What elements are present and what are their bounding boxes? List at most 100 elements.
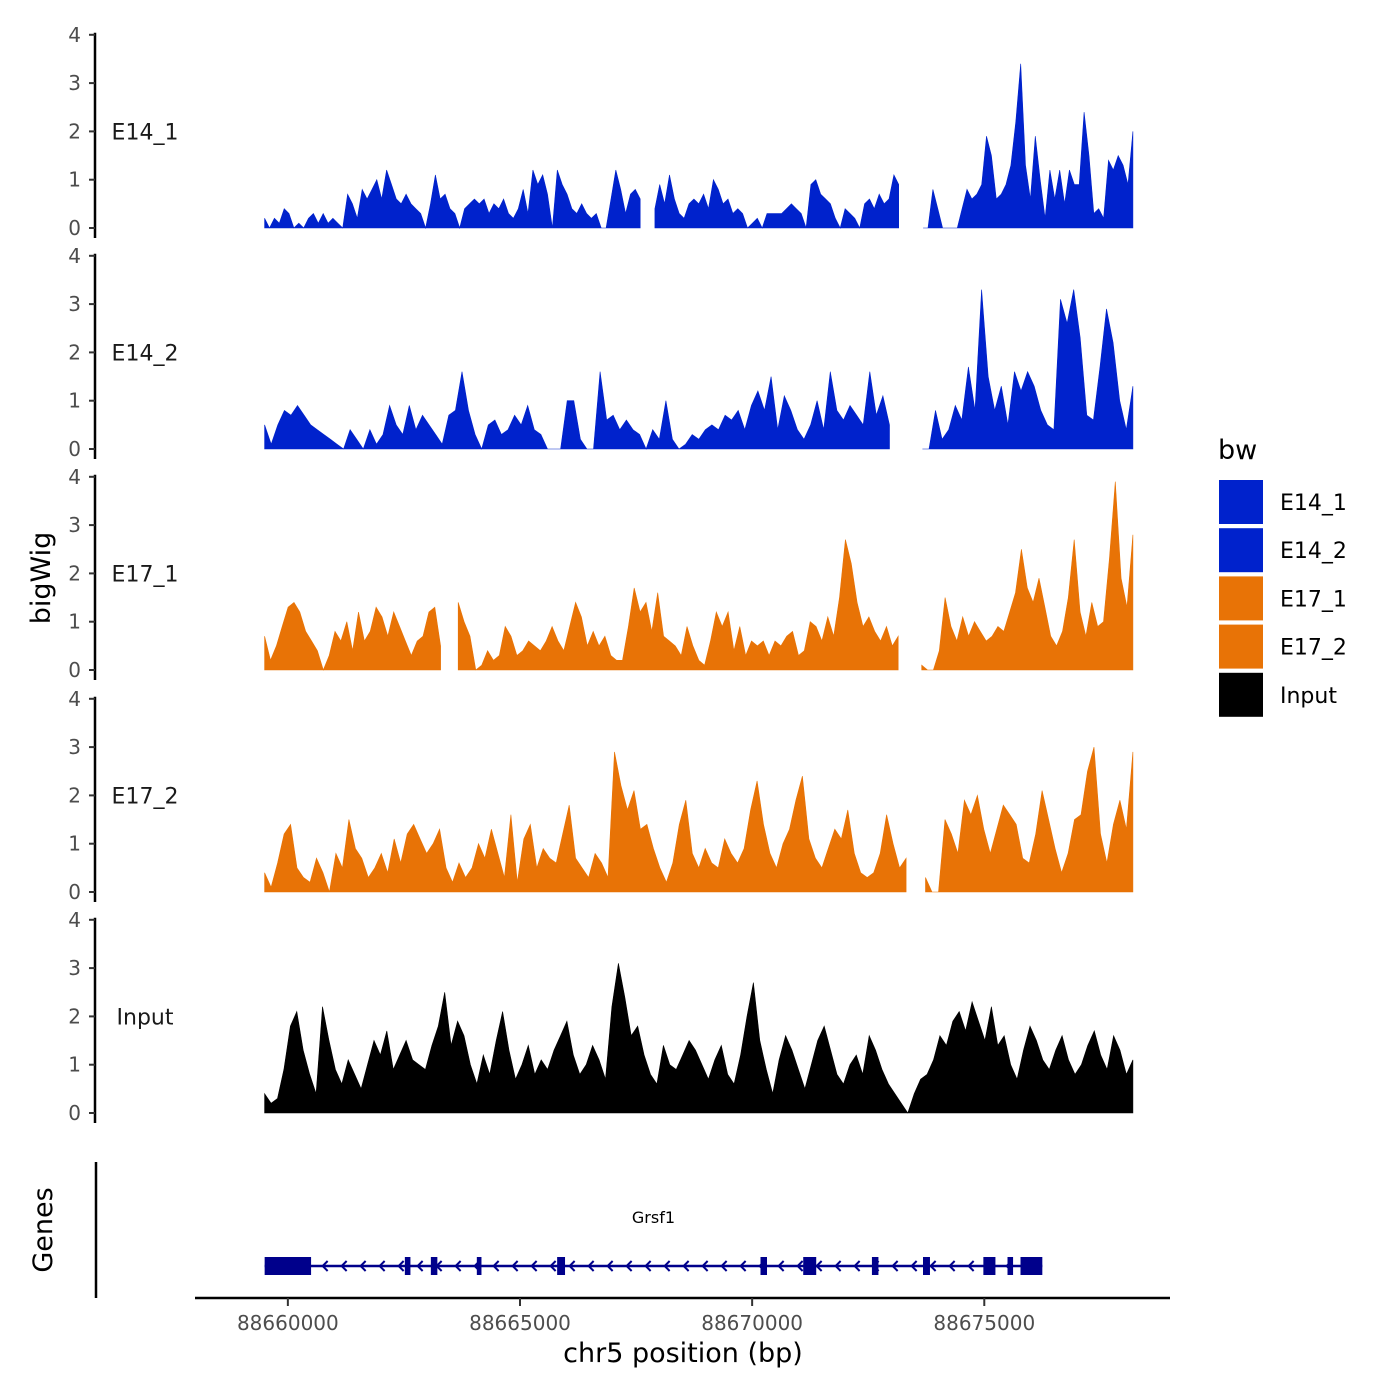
strand-arrow	[663, 1260, 671, 1272]
exon	[760, 1257, 767, 1275]
strand-arrow	[644, 1260, 652, 1272]
legend-swatch	[1219, 576, 1263, 621]
legend-swatch	[1219, 528, 1263, 573]
y-tick-label: 4	[68, 687, 81, 711]
exon	[871, 1257, 879, 1275]
strand-arrow	[416, 1260, 424, 1272]
track-e17-2: 0 1 2 3 4 E17_2	[68, 687, 1134, 904]
legend-entry: Input	[1219, 672, 1337, 717]
coverage-area	[264, 371, 890, 450]
y-tick-label: 1	[68, 610, 81, 634]
x-axis: 88660000 88665000 88670000 88675000 chr5 po…	[195, 1296, 1170, 1369]
strand-arrow	[701, 1260, 709, 1272]
legend-title: bw	[1218, 435, 1257, 466]
y-tick-label: 2	[68, 119, 81, 143]
y-tick-label: 2	[68, 340, 81, 364]
track-e14-2: 0 1 2 3 4 E14_2	[68, 244, 1134, 461]
y-tick-label: 3	[68, 513, 81, 537]
coverage-area	[923, 63, 1134, 229]
legend-label: E14_2	[1280, 539, 1347, 564]
y-tick-label: 0	[68, 1101, 81, 1125]
strand-arrow	[739, 1260, 747, 1272]
track-label: E17_1	[112, 562, 179, 587]
gene-label: Grsf1	[632, 1208, 675, 1227]
y-axis-title: bigWig	[26, 532, 57, 625]
y-tick-label: 4	[68, 908, 81, 932]
coverage-area	[922, 289, 1134, 450]
exon	[1020, 1257, 1043, 1275]
exon	[264, 1257, 312, 1275]
exon	[923, 1257, 930, 1275]
coverage-area	[264, 963, 1134, 1114]
strand-arrow	[720, 1260, 728, 1272]
strand-arrow	[492, 1260, 500, 1272]
genes-axis-title: Genes	[28, 1187, 59, 1272]
strand-arrow	[929, 1260, 937, 1272]
gene-models: Grsf1	[264, 1208, 1043, 1275]
strand-arrow	[815, 1260, 823, 1272]
strand-arrow	[587, 1260, 595, 1272]
strand-arrow	[511, 1260, 519, 1272]
y-tick-label: 4	[68, 244, 81, 268]
y-tick-label: 0	[68, 658, 81, 682]
x-tick-label: 88660000	[237, 1311, 339, 1335]
y-tick-label: 4	[68, 465, 81, 489]
exon	[476, 1257, 482, 1275]
legend-label: E14_1	[1280, 491, 1347, 516]
strand-arrow	[891, 1260, 899, 1272]
y-tick-label: 1	[68, 168, 81, 192]
y-tick-label: 4	[68, 23, 81, 47]
strand-arrow	[378, 1260, 386, 1272]
x-axis-title: chr5 position (bp)	[563, 1338, 803, 1369]
track-label: E14_1	[112, 120, 179, 145]
y-tick-label: 3	[68, 71, 81, 95]
strand-arrow	[948, 1260, 956, 1272]
legend-label: E17_1	[1280, 587, 1347, 612]
y-tick-label: 1	[68, 832, 81, 856]
coverage-area	[264, 751, 907, 893]
track-e17-1: 0 1 2 3 4 E17_1	[68, 465, 1134, 682]
strand-arrow	[834, 1260, 842, 1272]
strand-arrow	[796, 1260, 804, 1272]
legend-entry: E14_1	[1219, 480, 1347, 524]
strand-arrow	[530, 1260, 538, 1272]
strand-arrow	[397, 1260, 405, 1272]
legend-label: Input	[1280, 684, 1337, 709]
coverage-area	[264, 601, 441, 671]
track-e14-1: 0 1 2 3 4 E14_1	[68, 23, 1134, 240]
strand-arrow	[321, 1260, 329, 1272]
legend-entry: E14_2	[1219, 528, 1347, 573]
x-tick-label: 88665000	[469, 1311, 571, 1335]
strand-arrow	[910, 1260, 918, 1272]
x-tick-label: 88675000	[933, 1311, 1035, 1335]
coverage-area	[921, 481, 1134, 671]
strand-arrow	[340, 1260, 348, 1272]
track-input: 0 1 2 3 4 Input	[68, 908, 1134, 1125]
y-tick-label: 1	[68, 389, 81, 413]
strand-arrow	[967, 1260, 975, 1272]
y-tick-label: 2	[68, 783, 81, 807]
coverage-area	[654, 173, 899, 229]
strand-arrow	[454, 1260, 462, 1272]
exon	[1007, 1257, 1014, 1275]
strand-arrow	[777, 1260, 785, 1272]
x-axis-ticks: 88660000 88665000 88670000 88675000	[237, 1298, 1035, 1335]
gene-grsf1: Grsf1	[264, 1208, 1043, 1275]
y-tick-label: 2	[68, 1004, 81, 1028]
coverage-tracks: 0 1 2 3 4 E14_1 0 1 2 3 4 E14_2 0 1 2 3 4 E17_1 0 1 2 3 4 E17_2…	[68, 23, 1134, 1125]
y-tick-label: 2	[68, 561, 81, 585]
track-label: E17_2	[112, 784, 179, 809]
legend-entries: E14_1 E14_2 E17_1 E17_2 Input	[1219, 480, 1347, 717]
legend-label: E17_2	[1280, 636, 1347, 661]
strand-arrow	[359, 1260, 367, 1272]
exon	[404, 1257, 411, 1275]
y-tick-label: 0	[68, 216, 81, 240]
strand-arrow	[549, 1260, 557, 1272]
legend-entry: E17_2	[1219, 624, 1347, 669]
strand-arrow	[568, 1260, 576, 1272]
y-tick-label: 0	[68, 437, 81, 461]
strand-arrow	[853, 1260, 861, 1272]
exon	[983, 1257, 996, 1275]
coverage-area	[457, 539, 899, 671]
